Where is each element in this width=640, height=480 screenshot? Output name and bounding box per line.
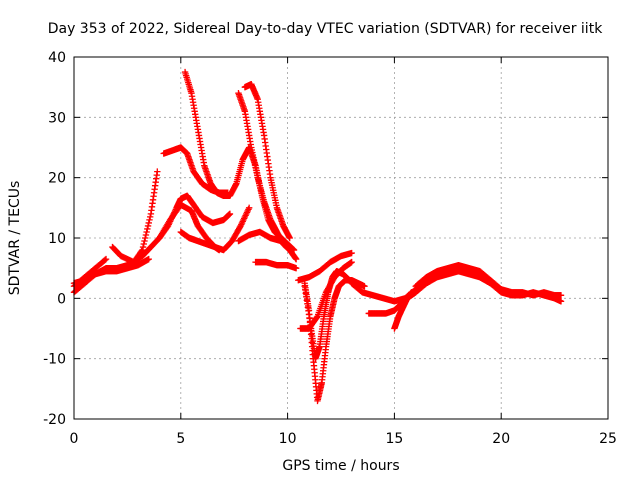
data-point: [141, 237, 148, 245]
data-point: [142, 234, 149, 242]
data-series: [70, 68, 565, 405]
data-point: [146, 216, 153, 224]
series-track-20: [391, 289, 415, 332]
y-tick-label: 40: [48, 50, 66, 66]
data-point: [313, 314, 320, 321]
data-point: [146, 213, 154, 221]
data-point: [348, 249, 355, 257]
data-point: [140, 240, 147, 248]
y-axis-label: SDTVAR / TECUs: [7, 181, 23, 296]
x-tick-label: 20: [492, 431, 510, 447]
series-track-13: [252, 258, 300, 272]
data-point: [216, 246, 223, 254]
series-track-5: [130, 192, 234, 266]
x-tick-label: 15: [385, 431, 403, 447]
data-point: [348, 258, 355, 266]
data-point: [144, 222, 152, 230]
series-track-12: [235, 228, 285, 245]
x-axis-label: GPS time / hours: [282, 458, 399, 474]
series-track-10: [235, 90, 300, 263]
data-point: [557, 292, 565, 299]
data-point: [145, 219, 152, 227]
data-point: [139, 246, 146, 254]
chart-title: Day 353 of 2022, Sidereal Day-to-day VTE…: [48, 21, 603, 37]
series-track-17: [301, 277, 368, 405]
data-point: [286, 234, 293, 242]
series-track-22: [487, 280, 565, 305]
data-point: [145, 255, 152, 263]
x-tick-label: 25: [599, 431, 617, 447]
data-point: [292, 255, 300, 263]
y-tick-label: 0: [57, 291, 66, 307]
data-point: [144, 225, 151, 233]
data-point: [277, 237, 285, 245]
data-point: [361, 283, 368, 290]
series-track-14: [295, 249, 355, 284]
data-point: [101, 256, 109, 264]
data-point: [226, 210, 234, 218]
series-track-11: [241, 80, 293, 242]
x-tick-label: 0: [70, 431, 79, 447]
y-tick-label: -10: [43, 352, 66, 368]
series-track-3: [70, 255, 152, 287]
x-tick-label: 5: [176, 431, 185, 447]
axis-ticks: 0 5 10 15 20 25 -20 -10 0 10 20 30 40: [43, 50, 617, 447]
data-point: [557, 298, 565, 305]
y-tick-label: 10: [48, 231, 66, 247]
data-point: [154, 168, 161, 175]
data-point: [292, 264, 300, 272]
data-point: [142, 231, 150, 239]
data-point: [408, 289, 415, 296]
y-tick-label: 20: [48, 171, 66, 187]
data-point: [102, 255, 110, 263]
data-point: [245, 204, 253, 212]
y-tick-label: 30: [48, 110, 66, 126]
x-tick-label: 10: [279, 431, 297, 447]
series-track-8: [177, 228, 223, 254]
y-tick-label: -20: [43, 412, 66, 428]
data-point: [143, 228, 150, 236]
data-point: [139, 243, 147, 251]
